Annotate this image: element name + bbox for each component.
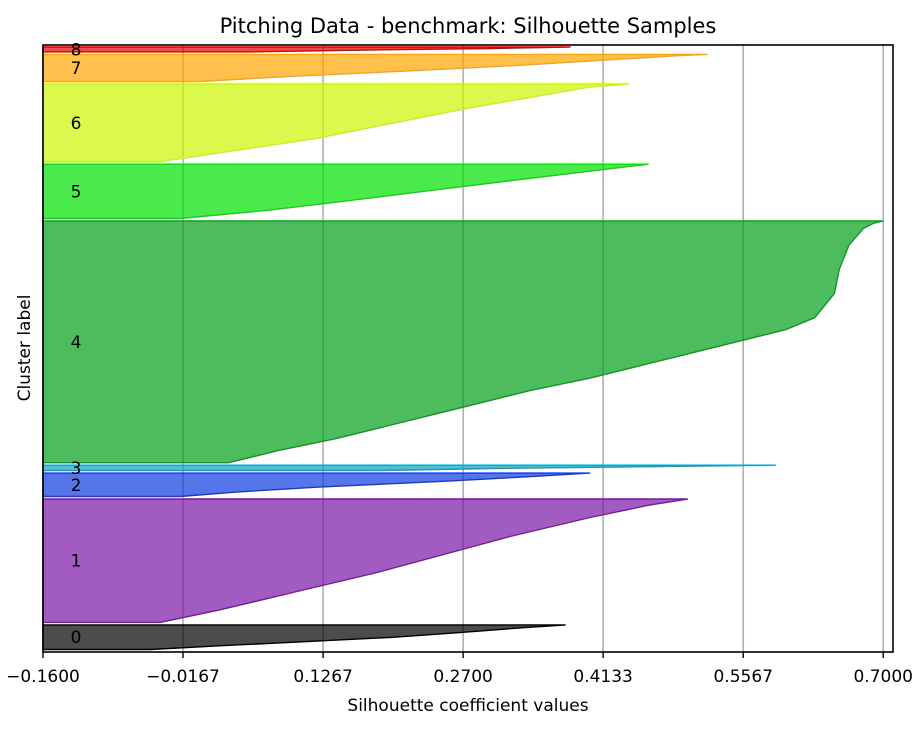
cluster-1-silhouette (42, 498, 688, 624)
x-axis-label: Silhouette coefficient values (347, 696, 588, 716)
x-tick-label: 0.5567 (713, 667, 772, 687)
y-axis-label: Cluster label (15, 295, 35, 402)
cluster-label-8: 8 (71, 40, 82, 60)
cluster-label-7: 7 (71, 59, 82, 79)
cluster-6-silhouette (42, 83, 630, 163)
silhouette-areas (42, 46, 884, 651)
cluster-2-silhouette (42, 472, 591, 498)
x-tick-label: 0.2700 (433, 667, 492, 687)
cluster-label-2: 2 (71, 476, 82, 496)
x-tick-label: 0.1267 (293, 667, 352, 687)
cluster-5-silhouette (42, 163, 649, 220)
cluster-7-silhouette (42, 53, 708, 83)
x-tick-label: 0.7000 (853, 667, 912, 687)
x-tick-label: −0.1600 (6, 667, 80, 687)
cluster-4-silhouette (42, 220, 884, 464)
cluster-label-6: 6 (71, 114, 82, 134)
cluster-8-silhouette (42, 46, 571, 53)
x-tick-label: 0.4133 (573, 667, 632, 687)
chart-title: Pitching Data - benchmark: Silhouette Sa… (220, 14, 717, 38)
plot-frame (42, 44, 894, 653)
cluster-label-4: 4 (71, 333, 82, 353)
cluster-label-3: 3 (71, 459, 82, 479)
x-tick-label: −0.0167 (146, 667, 220, 687)
cluster-label-1: 1 (71, 552, 82, 572)
cluster-label-0: 0 (71, 628, 82, 648)
cluster-3-silhouette (42, 464, 776, 472)
cluster-label-5: 5 (71, 182, 82, 202)
x-axis-ticks: −0.1600 −0.0167 0.1267 0.2700 0.4133 0.5567 0.… (6, 652, 912, 687)
cluster-0-silhouette (42, 624, 566, 651)
